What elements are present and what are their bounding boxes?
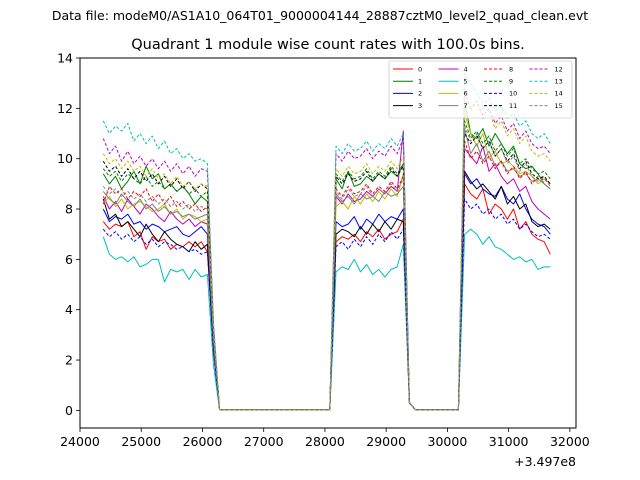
- legend-label-12: 12: [555, 65, 563, 73]
- x-tick-label: 24000: [60, 434, 100, 449]
- legend-label-0: 0: [418, 65, 422, 73]
- x-tick-label: 28000: [305, 434, 345, 449]
- y-tick-label: 8: [65, 202, 73, 217]
- legend-label-3: 3: [418, 102, 422, 110]
- legend-label-2: 2: [418, 90, 422, 98]
- x-axis: 24000 25000 26000 27000 28000 29000 30000 31000…: [60, 428, 590, 449]
- legend-box: [388, 60, 573, 119]
- legend-label-5: 5: [464, 78, 468, 86]
- x-tick-label: 25000: [121, 434, 161, 449]
- x-tick-label: 26000: [183, 434, 223, 449]
- y-tick-label: 12: [57, 101, 73, 116]
- y-tick-label: 2: [65, 353, 73, 368]
- legend-label-14: 14: [555, 90, 563, 98]
- x-offset-label: +3.497e8: [514, 454, 576, 469]
- legend-label-15: 15: [555, 102, 563, 110]
- x-tick-label: 29000: [366, 434, 406, 449]
- legend-label-7: 7: [464, 102, 468, 110]
- x-tick-label: 31000: [489, 434, 529, 449]
- series-line-10: [102, 198, 551, 411]
- legend-label-13: 13: [555, 78, 563, 86]
- x-tick-label: 27000: [244, 434, 284, 449]
- y-tick-label: 0: [65, 403, 73, 418]
- y-tick-label: 6: [65, 252, 73, 267]
- x-tick-label: 30000: [428, 434, 468, 449]
- legend-label-6: 6: [464, 90, 468, 98]
- legend-label-4: 4: [464, 65, 468, 73]
- legend-label-10: 10: [509, 90, 517, 98]
- legend-label-1: 1: [418, 78, 422, 86]
- figure-suptitle: Data file: modeM0/AS1A10_064T01_90000041…: [52, 8, 588, 23]
- axes-frame: [79, 57, 577, 429]
- legend-label-9: 9: [509, 78, 513, 86]
- y-axis: 0 2 4 6 8 10 12 14: [57, 51, 80, 418]
- chart-title: Quadrant 1 module wise count rates with …: [131, 37, 525, 53]
- series-line-14: [102, 97, 551, 411]
- series-line-15: [102, 125, 551, 411]
- y-tick-label: 14: [57, 51, 73, 66]
- x-tick-label: 32000: [550, 434, 590, 449]
- legend-label-8: 8: [509, 65, 513, 73]
- legend-label-11: 11: [509, 102, 517, 110]
- y-tick-label: 10: [57, 151, 73, 166]
- y-tick-label: 4: [65, 302, 73, 317]
